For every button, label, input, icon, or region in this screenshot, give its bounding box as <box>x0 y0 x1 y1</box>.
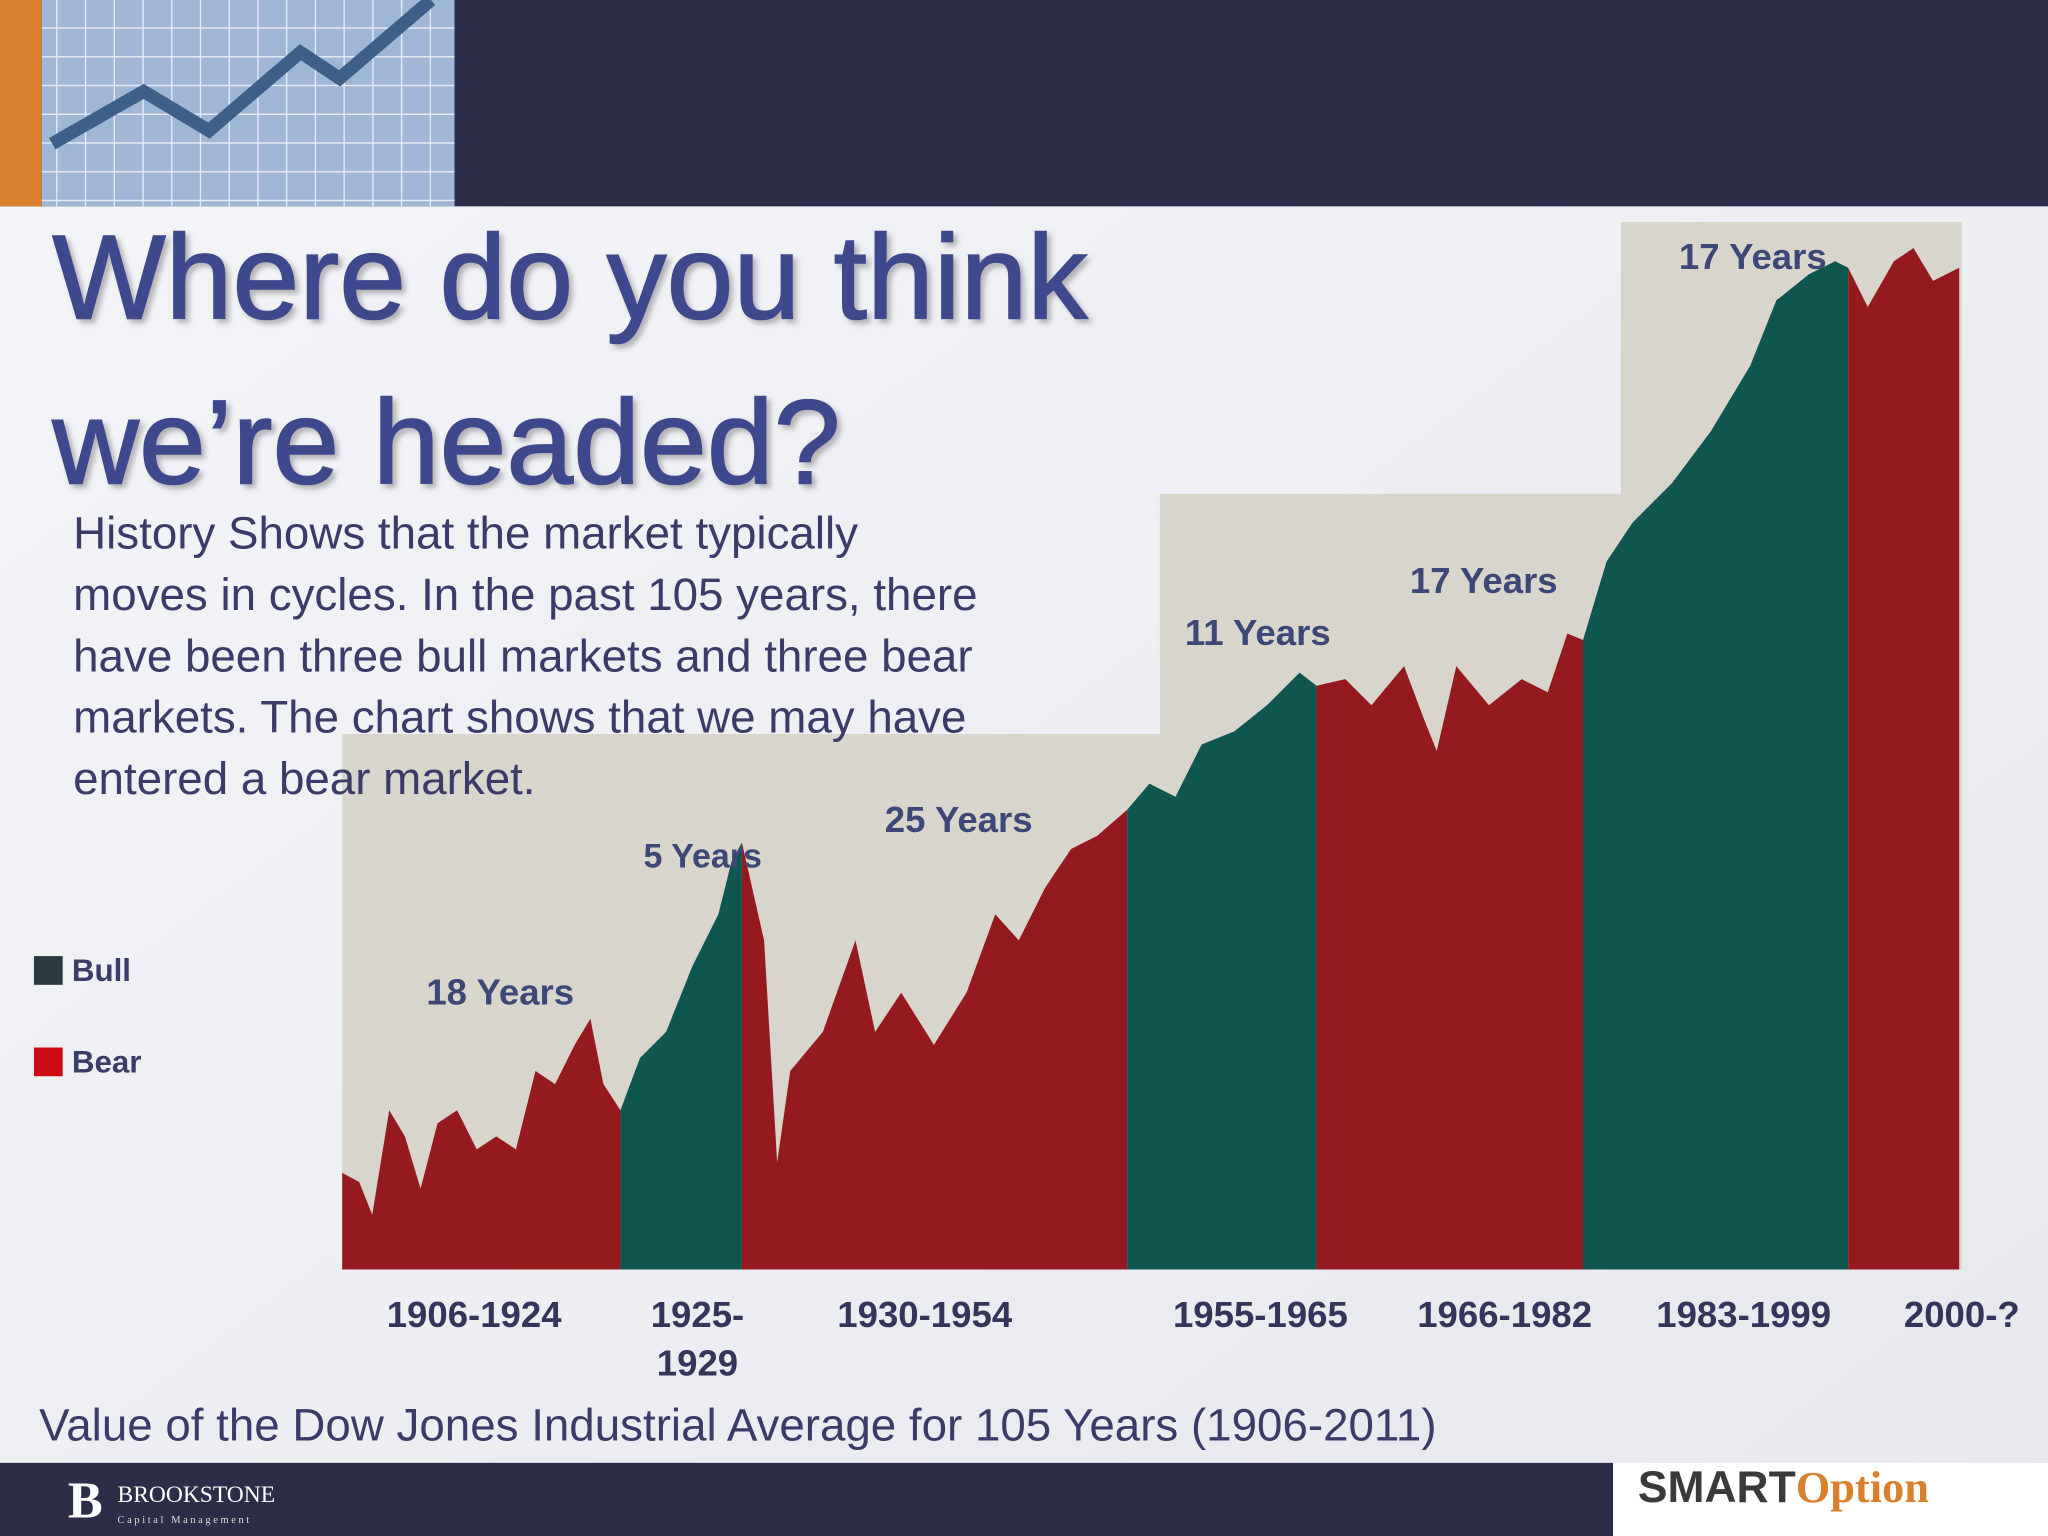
caption: Value of the Dow Jones Industrial Averag… <box>39 1400 1436 1451</box>
duration-label: 17 Years <box>1410 560 1558 601</box>
body-line: History Shows that the market typically <box>73 508 858 559</box>
logo-text: BROOKSTONE <box>118 1482 276 1508</box>
legend-swatch <box>33 956 63 985</box>
logo-text: SMARTOption <box>1638 1462 1929 1512</box>
period-label: 2000-? <box>1904 1294 2020 1335</box>
logo-text: SMART <box>1638 1463 1796 1512</box>
period-label: 1929 <box>657 1342 738 1383</box>
title: Where do you think <box>52 211 1088 345</box>
body-line: markets. The chart shows that we may hav… <box>73 692 966 743</box>
period-label: 1925- <box>651 1294 745 1335</box>
bottom-band <box>0 1462 1614 1536</box>
period-label: 1983-1999 <box>1656 1294 1831 1335</box>
duration-label: 17 Years <box>1679 236 1827 277</box>
period-label: 1930-1954 <box>837 1294 1013 1335</box>
accent <box>0 0 42 207</box>
logo-text: Option <box>1796 1462 1930 1512</box>
duration-label: 18 Years <box>426 971 574 1012</box>
body-text: History Shows that the market typically … <box>73 508 977 805</box>
body-line: have been three bull markets and three b… <box>73 630 972 681</box>
duration-label: 25 Years <box>885 799 1033 840</box>
bear-area <box>342 1018 621 1270</box>
period-label: 1955-1965 <box>1173 1294 1348 1335</box>
bear-area <box>1316 633 1584 1270</box>
period-label: 1906-1924 <box>387 1294 563 1335</box>
period-label: 1966-1982 <box>1417 1294 1592 1335</box>
bear-area <box>741 809 1128 1270</box>
duration-label: 5 Years <box>644 837 762 875</box>
body-line: moves in cycles. In the past 105 years, … <box>73 569 977 620</box>
duration-label: 11 Years <box>1185 612 1331 653</box>
legend-swatch <box>33 1047 63 1077</box>
bottom-logo-area <box>1613 1462 2048 1536</box>
bull-area <box>1127 672 1317 1270</box>
legend-label: Bear <box>72 1044 142 1079</box>
logo-mark: B <box>68 1472 103 1530</box>
logo-subtext: Capital Management <box>118 1515 252 1526</box>
legend-label: Bull <box>72 953 131 988</box>
bear-area <box>1848 248 1960 1270</box>
title: we’re headed? <box>51 375 840 509</box>
bull-area <box>1583 261 1849 1270</box>
header-line <box>49 0 436 150</box>
bull-area <box>620 842 742 1270</box>
body-line: entered a bear market. <box>73 753 535 804</box>
